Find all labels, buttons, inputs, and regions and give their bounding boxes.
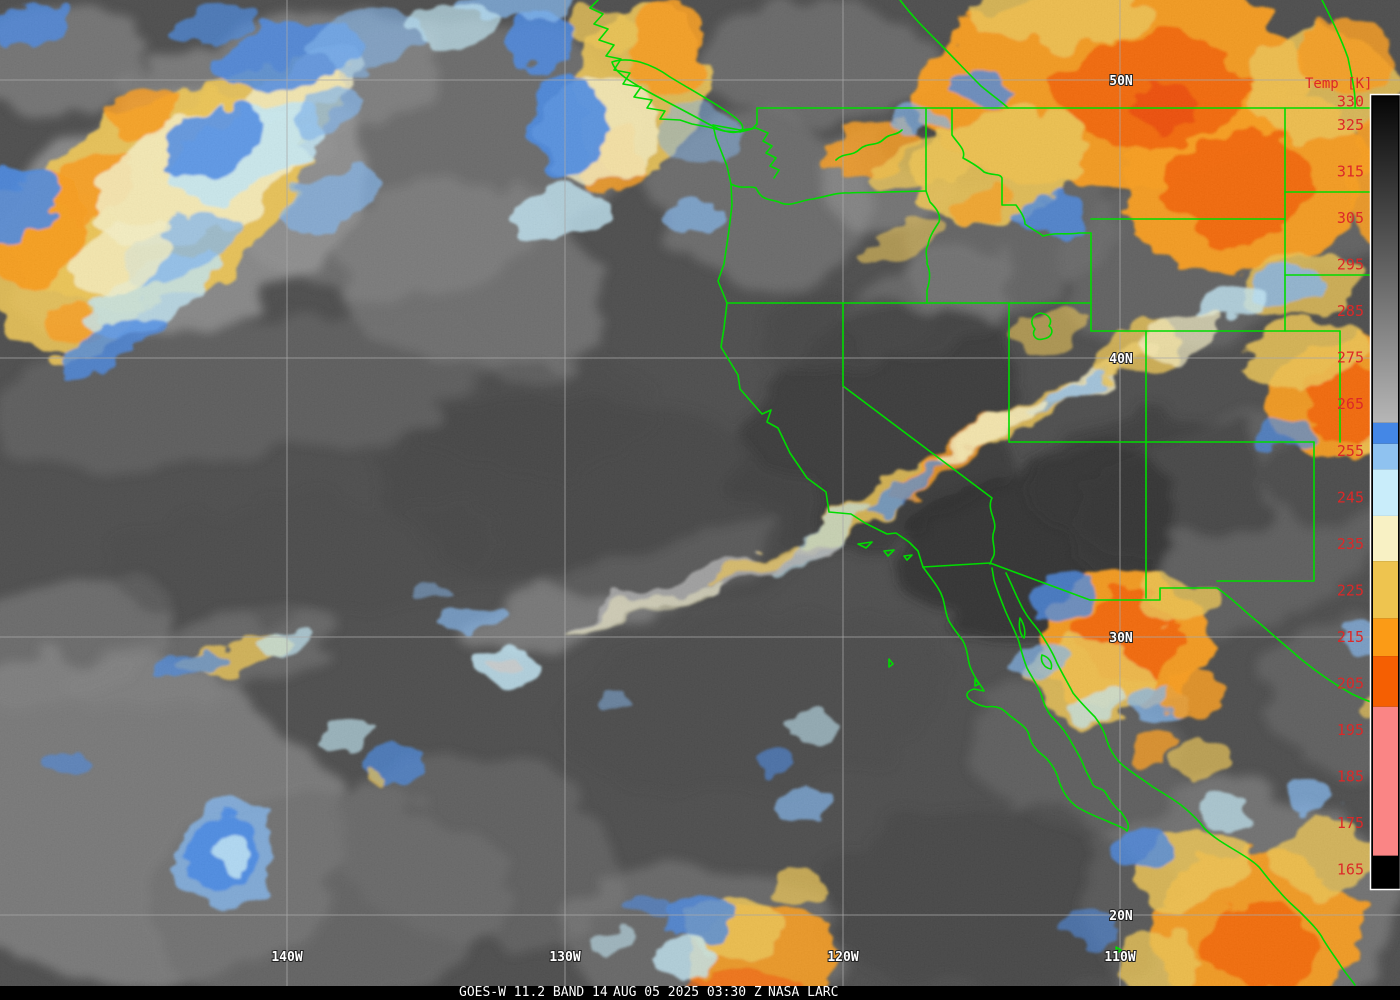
channel-islands [857,541,913,561]
baja-california-peninsula [922,566,1130,832]
longitude-label: 110W [1104,950,1135,965]
latitude-label: 20N [1109,909,1133,924]
colorbar-tick-label: 295 [1337,256,1364,274]
colorbar-tick-label: 235 [1337,535,1364,553]
colorbar-tick-label: 330 [1337,93,1364,111]
canada-river [1321,0,1356,109]
product-label: GOES-W 11.2 BAND 14 [459,985,608,1000]
colorbar-segment [1373,706,1398,856]
colorbar-segment [1373,515,1398,562]
map-boundaries [589,0,1400,986]
colorbar-tick-label: 265 [1337,395,1364,413]
pacific-coastline [712,124,924,568]
colorbar-tick-label: 305 [1337,209,1364,227]
or-id-border [925,190,941,304]
graticule-labels: 50N 40N 30N 20N 140W 130W 120W 110W [270,73,1136,966]
socorro-island [1115,946,1122,954]
colorbar-tick-label: 175 [1337,814,1364,832]
colorbar-tick-label: 285 [1337,302,1364,320]
colorbar-tick-label: 195 [1337,721,1364,739]
longitude-label: 140W [271,950,302,965]
latitude-label: 50N [1109,74,1133,89]
cedros-island [974,678,980,687]
colorbar-segment [1373,618,1398,657]
colorbar-tick-label: 275 [1337,349,1364,367]
colorbar-segment [1373,469,1398,516]
bc-alberta-divide [899,0,1009,109]
credit-label: NASA LARC [768,985,839,1000]
columbia-river-border [730,183,927,206]
timestamp-label: AUG 05 2025 03:30 Z [613,985,762,1000]
colorbar-title: Temp [K] [1305,76,1372,92]
colorbar-tick-label: 325 [1337,116,1364,134]
latitude-label: 40N [1109,352,1133,367]
colorbar-segment [1373,561,1398,619]
colorbar-tick-label: 255 [1337,442,1364,460]
colorbar-tick-label: 215 [1337,628,1364,646]
colorbar-tick-label: 165 [1337,861,1364,879]
colorbar-tick-label: 315 [1337,162,1364,180]
colorbar-segment [1373,656,1398,707]
great-salt-lake [1031,312,1053,341]
longitude-label: 130W [549,950,580,965]
colorbar-segment [1373,443,1398,470]
guadalupe-island [888,658,894,668]
id-mt-border [951,107,1092,237]
gulf-islands [1018,617,1053,670]
sonora-sinaloa-coast [1005,572,1356,986]
colorbar-segment [1373,422,1398,444]
ca-nv-colorado-river [842,302,996,565]
columbia-river-inland [835,129,903,161]
colorbar-segment [1373,855,1398,887]
colorbar-tick-label: 185 [1337,768,1364,786]
colorbar-tick-label: 245 [1337,488,1364,506]
colorbar-segment [1373,97,1398,423]
caption-bar: GOES-W 11.2 BAND 14 AUG 05 2025 03:30 Z … [0,986,1400,1000]
latitude-label: 30N [1109,631,1133,646]
colorbar-tick-label: 225 [1337,581,1364,599]
colorbar-tick-label: 205 [1337,675,1364,693]
temperature-colorbar: Temp [K] 330 325 315 305 295 285 275 265 255 245 2… [1305,76,1400,891]
puget-sound [712,124,780,179]
nm-tx-border [1216,441,1315,582]
longitude-label: 120W [827,950,858,965]
us-mexico-border [922,562,1400,711]
